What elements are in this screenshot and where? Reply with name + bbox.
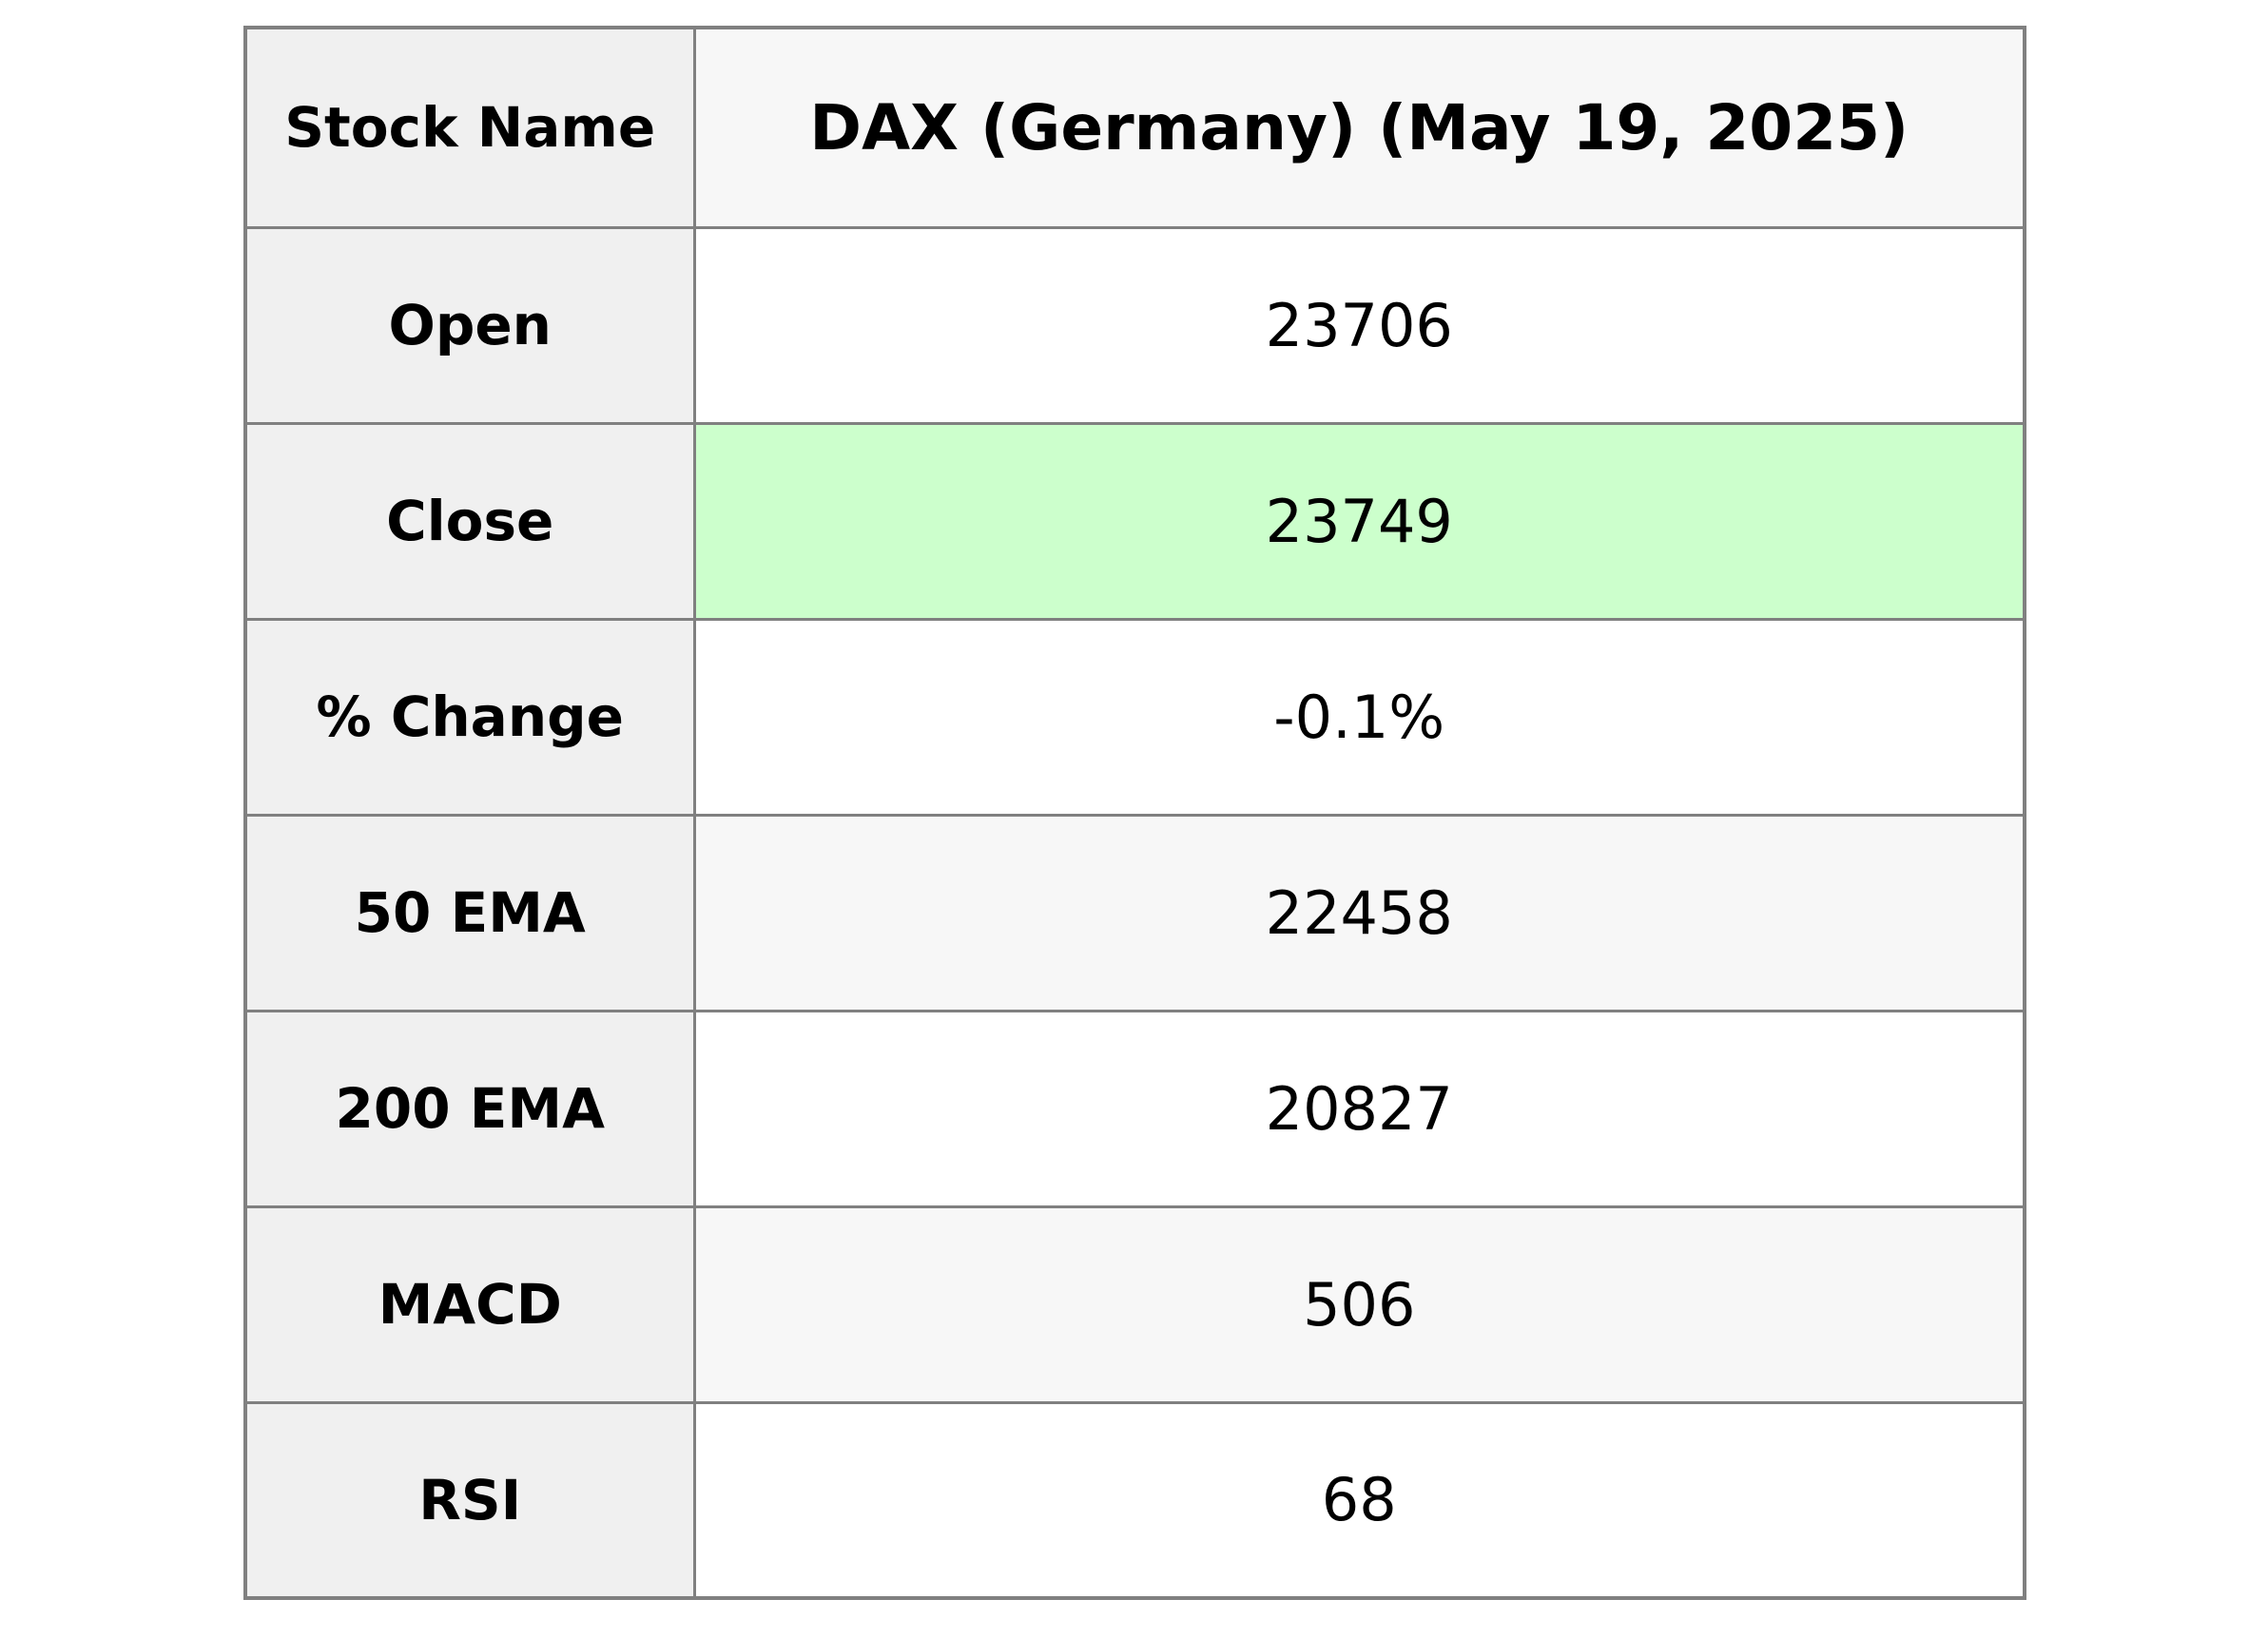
- table-row-200-ema: 200 EMA 20827: [243, 1009, 2026, 1208]
- row-label-pct-change: % Change: [243, 617, 696, 817]
- stock-title-cell: DAX (Germany) (May 19, 2025): [692, 26, 2026, 229]
- row-value-50-ema: 22458: [692, 813, 2026, 1012]
- row-value-200-ema: 20827: [692, 1009, 2026, 1208]
- table-row-rsi: RSI 68: [243, 1400, 2026, 1600]
- row-label-macd: MACD: [243, 1204, 696, 1404]
- row-value-macd: 506: [692, 1204, 2026, 1404]
- row-label-200-ema: 200 EMA: [243, 1009, 696, 1208]
- row-value-open: 23706: [692, 225, 2026, 425]
- stock-summary-table: Stock Name DAX (Germany) (May 19, 2025) …: [243, 26, 2026, 1600]
- row-label-50-ema: 50 EMA: [243, 813, 696, 1012]
- table-row-50-ema: 50 EMA 22458: [243, 813, 2026, 1012]
- row-value-rsi: 68: [692, 1400, 2026, 1600]
- table-row-pct-change: % Change -0.1%: [243, 617, 2026, 817]
- row-label-rsi: RSI: [243, 1400, 696, 1600]
- row-label-close: Close: [243, 421, 696, 621]
- stock-name-header-cell: Stock Name: [243, 26, 696, 229]
- table-row-close: Close 23749: [243, 421, 2026, 621]
- table-row-macd: MACD 506: [243, 1204, 2026, 1404]
- table-header-row: Stock Name DAX (Germany) (May 19, 2025): [243, 26, 2026, 229]
- table-row-open: Open 23706: [243, 225, 2026, 425]
- row-label-open: Open: [243, 225, 696, 425]
- row-value-pct-change: -0.1%: [692, 617, 2026, 817]
- row-value-close-highlighted: 23749: [692, 421, 2026, 621]
